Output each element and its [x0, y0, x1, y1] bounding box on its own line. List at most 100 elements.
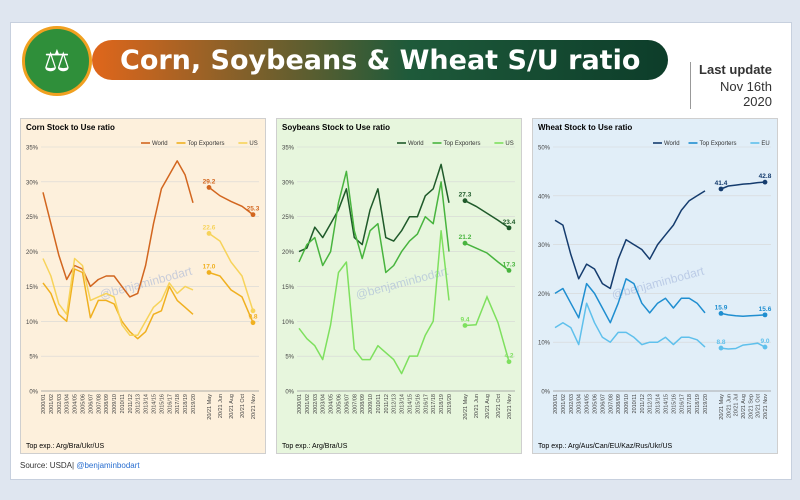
wheat-xtick-label: 2011/12 [640, 394, 646, 413]
soybeans-xtick-label: 20/21 Nov [507, 394, 513, 419]
wheat-legend-label: Top Exporters [700, 141, 737, 147]
corn-ytick-label: 20% [26, 250, 39, 256]
wheat-forecast-top-exporters-start-point [718, 311, 724, 316]
corn-chart-title: Corn Stock to Use ratio [26, 123, 115, 132]
corn-xtick-label: 2011/12 [128, 394, 134, 413]
corn-forecast-world-end-point [250, 212, 256, 218]
wheat-forecast-eu-end-point [762, 344, 768, 350]
corn-data-label: 9.8 [248, 314, 257, 321]
corn-data-label: 22.6 [203, 224, 216, 231]
corn-xtick-label: 2010/11 [120, 394, 126, 413]
wheat-data-label: 41.4 [715, 180, 728, 187]
wheat-ytick-label: 10% [538, 341, 551, 347]
corn-xtick-label: 2019/20 [191, 394, 197, 414]
page-title: Corn, Soybeans & Wheat S/U ratio [120, 44, 641, 76]
wheat-xtick-label: 2014/15 [664, 394, 670, 414]
corn-ytick-label: 10% [26, 320, 39, 326]
wheat-ytick-label: 0% [541, 390, 550, 396]
wheat-forecast-world-end-point [762, 179, 768, 185]
last-update: Last update Nov 16th 2020 [690, 62, 780, 109]
wheat-forecast-top-exporters-line [720, 312, 766, 318]
wheat-ytick-label: 30% [538, 243, 551, 249]
soybeans-series-us-line [298, 229, 450, 375]
corn-xtick-label: 2006/07 [88, 394, 94, 414]
wheat-xtick-label: 2008/09 [616, 394, 622, 414]
corn-xtick-label: 2015/16 [159, 394, 165, 414]
corn-xtick-label: 2016/17 [167, 394, 173, 414]
soybeans-ytick-label: 0% [285, 390, 294, 396]
corn-data-label: 17.0 [203, 263, 216, 270]
corn-xtick-label: 2000/01 [41, 394, 47, 414]
corn-xtick-label: 2013/14 [144, 394, 150, 414]
soybeans-forecast-us-start-point [462, 323, 468, 328]
soybeans-data-label: 23.4 [503, 219, 516, 226]
corn-xtick-label: 20/21 May [207, 394, 213, 420]
wheat-xtick-label: 2018/19 [695, 394, 701, 414]
wheat-chart-title: Wheat Stock to Use ratio [538, 123, 633, 132]
corn-xtick-label: 2005/06 [80, 394, 86, 414]
wheat-legend-label: World [664, 141, 680, 147]
soybeans-ytick-label: 10% [282, 320, 295, 326]
wheat-xtick-label: 2001/02 [561, 394, 567, 414]
wheat-data-label: 8.8 [716, 339, 725, 346]
corn-forecast-world-line [208, 186, 254, 216]
corn-xtick-label: 20/21 Oct [240, 394, 246, 418]
wheat-xtick-label: 2017/18 [687, 394, 693, 414]
source-note: Source: USDA| @benjaminbodart [20, 461, 140, 470]
wheat-data-label: 9.0 [760, 338, 769, 345]
wheat-xtick-label: 2006/07 [600, 394, 606, 414]
soybeans-chart-title: Soybeans Stock to Use ratio [282, 123, 391, 132]
soybeans-ytick-label: 15% [282, 285, 295, 291]
corn-xtick-label: 2003/04 [65, 394, 71, 414]
soybeans-xtick-label: 20/21 Oct [496, 394, 502, 418]
last-update-date: Nov 16th 2020 [719, 79, 772, 109]
soybeans-xtick-label: 2003/04 [321, 394, 327, 414]
soybeans-xtick-label: 2015/16 [415, 394, 421, 414]
soybeans-ytick-label: 35% [282, 146, 295, 152]
wheat-ytick-label: 20% [538, 292, 551, 298]
corn-legend-label: US [249, 141, 257, 147]
corn-xtick-label: 2018/19 [183, 394, 189, 414]
soybeans-xtick-label: 2001/02 [305, 394, 311, 414]
soybeans-ytick-label: 30% [282, 180, 295, 186]
wheat-chart-background [533, 119, 777, 453]
corn-forecast-top-exporters-start-point [206, 270, 212, 275]
soybeans-xtick-label: 2002/03 [313, 394, 319, 414]
soybeans-data-label: 9.4 [460, 316, 469, 323]
wheat-xtick-label: 20/21 Jul [734, 394, 740, 416]
wheat-legend-label: EU [761, 141, 769, 147]
wheat-forecast-world-start-point [718, 186, 724, 192]
soybeans-forecast-world-end-point [506, 225, 512, 231]
corn-legend-label: Top Exporters [188, 141, 225, 147]
soybeans-forecast-us-end-point [506, 359, 512, 365]
wheat-xtick-label: 20/21 Jun [726, 394, 732, 418]
source-handle[interactable]: @benjaminbodart [76, 461, 140, 470]
corn-chart: 0% 5% 10% 15% 20% 25% 30% 35% 2000/01 2001/02 2002… [21, 119, 265, 453]
soybeans-xtick-label: 2013/14 [400, 394, 406, 414]
wheat-xtick-label: 20/21 Sep [748, 394, 754, 419]
corn-ytick-label: 15% [26, 285, 39, 291]
soybeans-xtick-label: 2011/12 [384, 394, 390, 413]
wheat-xtick-label: 2003/04 [577, 394, 583, 414]
soybeans-xtick-label: 2005/06 [336, 394, 342, 414]
wheat-series-world-line [554, 190, 706, 290]
wheat-xtick-label: 2016/17 [679, 394, 685, 414]
soybeans-legend-label: US [505, 141, 513, 147]
soybeans-xtick-label: 2008/09 [360, 394, 366, 414]
soybeans-xtick-label: 2007/08 [352, 394, 358, 414]
wheat-xtick-label: 2007/08 [608, 394, 614, 414]
wheat-series-eu-line [554, 302, 706, 348]
soybeans-data-label: 21.2 [459, 234, 472, 241]
corn-forecast-world-start-point [206, 185, 212, 190]
soybeans-xtick-label: 2010/11 [376, 394, 382, 413]
soybeans-legend-label: Top Exporters [444, 141, 481, 147]
soybeans-forecast-world-line [464, 200, 510, 229]
wheat-forecast-eu-start-point [718, 345, 724, 351]
corn-xtick-label: 2009/10 [112, 394, 118, 414]
corn-series-us-line [42, 257, 194, 336]
corn-xtick-label: 2001/02 [49, 394, 55, 414]
soybeans-legend-label: World [408, 141, 424, 147]
last-update-label: Last update [699, 62, 772, 77]
scales-icon: ⚖ [22, 26, 92, 96]
soybeans-forecast-world-start-point [462, 198, 468, 204]
